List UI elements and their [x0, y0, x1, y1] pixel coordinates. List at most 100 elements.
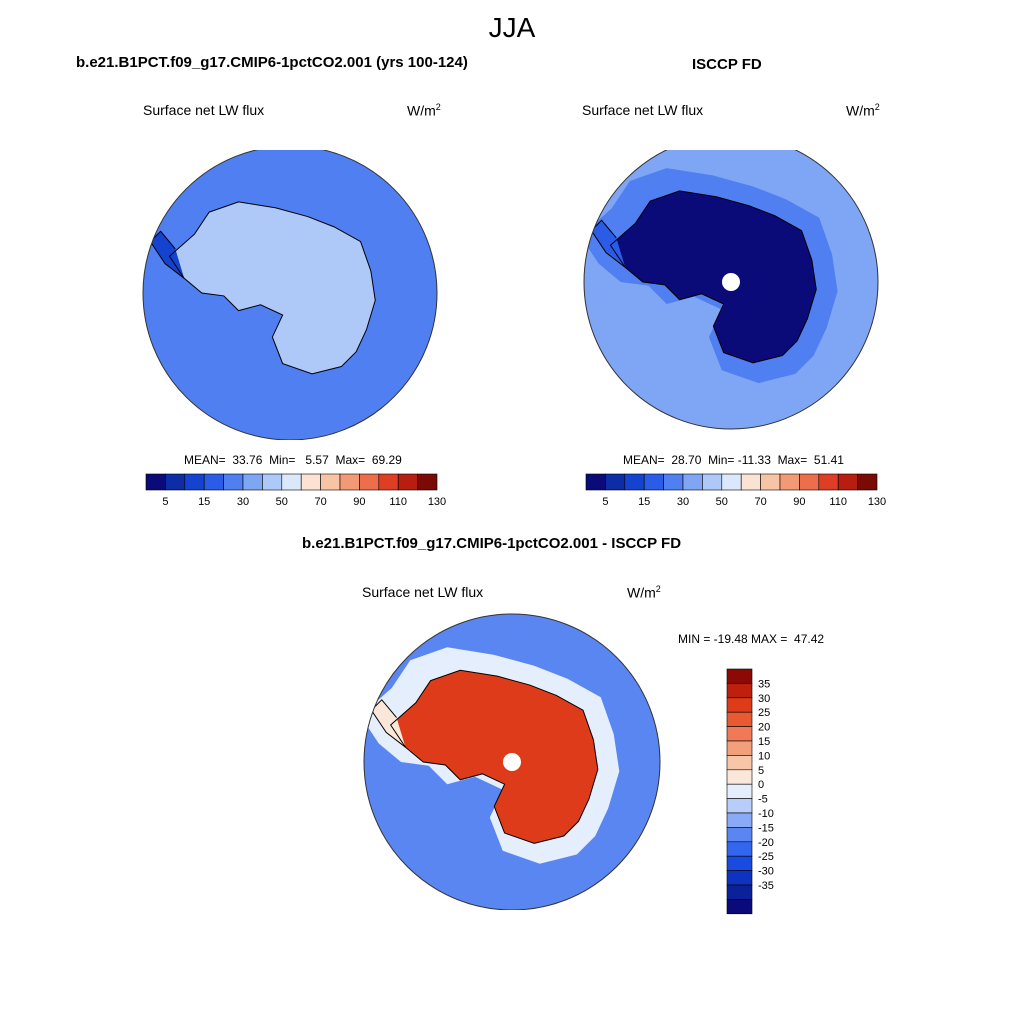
model-stats: MEAN= 33.76 Min= 5.57 Max= 69.29 [184, 453, 402, 467]
model-field-peninsula [150, 231, 185, 279]
diff-colorbar-cell [726, 855, 753, 871]
model-colorbar-cell [359, 473, 380, 491]
diff-colorbar-cell [726, 726, 753, 742]
model-colorbar-cell [397, 473, 418, 491]
diff-colorbar-cell [726, 798, 753, 814]
obs-colorbar-cell [760, 473, 781, 491]
model-colorbar-cell [242, 473, 263, 491]
obs-colorbar-cell [779, 473, 800, 491]
obs-stats: MEAN= 28.70 Min= -11.33 Max= 51.41 [623, 453, 844, 467]
obs-colorbar-cell [818, 473, 839, 491]
diff-colorbar-tick: -10 [758, 808, 774, 820]
obs-case-title: ISCCP FD [692, 56, 762, 73]
diff-minmax: MIN = -19.48 MAX = 47.42 [678, 632, 825, 646]
diff-colorbar-cell [726, 668, 753, 684]
obs-map-boundary [583, 150, 879, 430]
diff-colorbar-tick: 20 [758, 722, 770, 734]
model-colorbar-cell [300, 473, 321, 491]
diff-colorbar-tick: -15 [758, 822, 774, 834]
obs-colorbar-cell [663, 473, 684, 491]
obs-colorbar-tick: 90 [793, 496, 805, 508]
model-colorbar-cell [417, 473, 438, 491]
diff-field-antarctic-interior [390, 670, 598, 844]
model-field-antarctic-interior [169, 201, 376, 374]
obs-colorbar-tick: 30 [677, 496, 689, 508]
obs-variable-label: Surface net LW flux [582, 102, 704, 118]
diff-colorbar-cell [726, 755, 753, 771]
model-colorbar-tick: 70 [314, 496, 326, 508]
diff-colorbar-cell [726, 711, 753, 727]
model-colorbar-cell [262, 473, 283, 491]
model-max: 69.29 [371, 453, 402, 467]
diff-polar-map [363, 613, 661, 910]
model-colorbar-tick: 130 [428, 496, 446, 508]
model-colorbar-cell [184, 473, 205, 491]
model-case-title: b.e21.B1PCT.f09_g17.CMIP6-1pctCO2.001 (y… [76, 54, 468, 71]
diff-colorbar-cell [726, 697, 753, 713]
diff-colorbar-cell [726, 841, 753, 857]
model-colorbar-tick: 5 [162, 496, 168, 508]
diff-colorbar-cell [726, 899, 753, 915]
obs-min: -11.33 [737, 453, 771, 467]
diff-colorbar-cell [726, 683, 753, 699]
diff-colorbar-cell [726, 884, 753, 900]
model-colorbar-tick: 30 [237, 496, 249, 508]
obs-colorbar-tick: 50 [716, 496, 728, 508]
model-colorbar-cell [203, 473, 224, 491]
model-variable-label: Surface net LW flux [143, 102, 265, 118]
obs-colorbar-cell [799, 473, 820, 491]
obs-colorbar-cell [740, 473, 761, 491]
diff-case-title: b.e21.B1PCT.f09_g17.CMIP6-1pctCO2.001 - … [302, 535, 682, 552]
obs-polar-map [583, 150, 879, 430]
obs-colorbar-cell [682, 473, 703, 491]
diff-field-peninsula [371, 699, 406, 748]
obs-colorbar-tick: 130 [868, 496, 886, 508]
model-colorbar-cell [339, 473, 360, 491]
diff-colorbar-cell [726, 740, 753, 756]
obs-colorbar-cell [605, 473, 626, 491]
figure-title: JJA [488, 12, 536, 43]
model-colorbar-tick: 50 [276, 496, 288, 508]
obs-colorbar-cell [643, 473, 664, 491]
obs-field-antarctic-interior [610, 190, 817, 363]
model-colorbar-cell [281, 473, 302, 491]
obs-colorbar-tick: 70 [754, 496, 766, 508]
model-units: W/m2 [407, 102, 441, 119]
model-colorbar-cell [145, 473, 166, 491]
model-mean: 33.76 [232, 453, 263, 467]
obs-max: 51.41 [813, 453, 844, 467]
model-colorbar-cell [223, 473, 244, 491]
model-colorbar: 5 15 30 50 70 90 110 130 [145, 473, 446, 508]
obs-pole-hole [722, 273, 740, 291]
diff-colorbar-tick: 25 [758, 707, 770, 719]
model-min: 5.57 [305, 453, 329, 467]
diff-colorbar-tick: 35 [758, 678, 770, 690]
diff-pole-hole [503, 753, 521, 771]
obs-colorbar-tick: 110 [829, 496, 847, 508]
diff-colorbar-cell [726, 812, 753, 828]
obs-colorbar-tick: 5 [602, 496, 608, 508]
model-map-boundary [142, 150, 438, 440]
model-polar-map [142, 150, 438, 440]
diff-units: W/m2 [627, 584, 661, 601]
model-colorbar-tick: 110 [389, 496, 407, 508]
obs-colorbar-cell [857, 473, 878, 491]
diff-colorbar-tick: -5 [758, 794, 768, 806]
diff-colorbar-tick: 15 [758, 736, 770, 748]
diff-colorbar-cell [726, 783, 753, 799]
model-colorbar-cell [320, 473, 341, 491]
obs-mean: 28.70 [671, 453, 702, 467]
model-colorbar-tick: 15 [198, 496, 210, 508]
diff-colorbar-cell [726, 827, 753, 843]
diff-map-boundary [363, 613, 661, 910]
obs-units: W/m2 [846, 102, 880, 119]
diff-colorbar-tick: -30 [758, 866, 774, 878]
model-colorbar-cell [378, 473, 399, 491]
obs-field-peninsula [591, 220, 626, 268]
obs-colorbar-cell [585, 473, 606, 491]
diff-colorbar-tick: 0 [758, 779, 764, 791]
obs-colorbar-cell [624, 473, 645, 491]
diff-coastline [389, 669, 599, 844]
model-colorbar-tick: 90 [353, 496, 365, 508]
diff-colorbar-cell [726, 769, 753, 785]
